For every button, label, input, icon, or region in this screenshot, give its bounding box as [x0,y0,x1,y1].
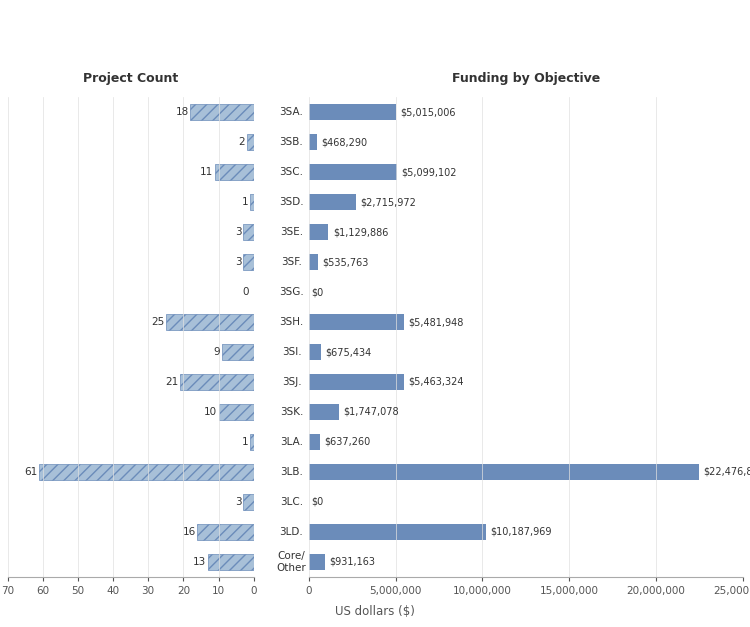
Bar [309,404,339,420]
Text: $1,129,886: $1,129,886 [333,227,388,237]
Text: 2: 2 [238,137,245,147]
Text: Question 3 - Risk Factors: Question 3 - Risk Factors [302,37,448,50]
Text: 21: 21 [165,377,178,387]
Bar [309,194,356,210]
Text: 3SE.: 3SE. [280,227,303,237]
Text: 3SI.: 3SI. [282,347,302,357]
Text: 3LA.: 3LA. [280,437,303,447]
Bar [208,554,254,570]
Text: 3SB.: 3SB. [280,137,304,147]
Text: $931,163: $931,163 [329,557,375,567]
Text: $637,260: $637,260 [324,437,370,447]
Bar [309,344,320,361]
Text: $5,463,324: $5,463,324 [408,377,464,387]
Bar [197,524,254,540]
Text: 18: 18 [176,107,189,117]
Text: $468,290: $468,290 [321,137,368,147]
Text: 3LD.: 3LD. [280,527,304,537]
Text: 3SD.: 3SD. [279,197,304,207]
Bar [218,404,254,420]
Text: 3SA.: 3SA. [280,107,304,117]
Bar [39,464,254,480]
Text: Number of Projects: 197: Number of Projects: 197 [294,78,456,92]
Bar [215,164,254,181]
Text: $5,099,102: $5,099,102 [402,167,457,177]
Bar [309,134,317,150]
Text: $5,481,948: $5,481,948 [408,317,464,327]
Text: $535,763: $535,763 [322,257,369,267]
Bar [309,524,485,540]
Bar [309,434,320,450]
Text: 3: 3 [235,257,242,267]
Bar [309,254,318,270]
Bar [309,104,396,120]
Text: $2,715,972: $2,715,972 [360,197,416,207]
Bar [309,224,328,240]
Bar [190,104,254,120]
Bar [309,314,404,330]
Text: 3SH.: 3SH. [280,317,304,327]
Text: 3SJ.: 3SJ. [282,377,302,387]
Text: 3SG.: 3SG. [279,287,304,297]
Bar [251,434,254,450]
Text: $675,434: $675,434 [325,347,371,357]
Text: $5,015,006: $5,015,006 [400,107,456,117]
Bar [247,134,254,150]
Bar [243,254,254,270]
Text: Core/
Other: Core/ Other [277,551,307,572]
Text: 3: 3 [235,497,242,507]
Text: 3SK.: 3SK. [280,407,303,417]
Text: 16: 16 [182,527,196,537]
Text: 0: 0 [242,287,248,297]
Text: 9: 9 [214,347,220,357]
Text: 3SC.: 3SC. [280,167,304,177]
Bar [243,224,254,240]
Bar [309,374,404,390]
Bar [222,344,254,361]
Text: $22,476,837: $22,476,837 [703,467,750,477]
Bar [251,194,254,210]
Bar [309,554,325,570]
Text: 25: 25 [151,317,164,327]
Bar [309,164,398,181]
Text: $1,747,078: $1,747,078 [344,407,399,417]
Text: 2015: 2015 [352,14,398,33]
Bar [243,493,254,510]
Text: 13: 13 [193,557,206,567]
Text: 1: 1 [242,197,248,207]
Bar [180,374,254,390]
Text: 3: 3 [235,227,242,237]
Text: 1: 1 [242,437,248,447]
Text: $0: $0 [311,287,323,297]
Text: $0: $0 [311,497,323,507]
Bar [166,314,254,330]
Text: Total Funding: $62,565,031: Total Funding: $62,565,031 [284,58,466,71]
Text: Funding by Objective: Funding by Objective [452,72,600,85]
Text: 10: 10 [204,407,217,417]
Text: 3SF.: 3SF. [281,257,302,267]
Text: 3LC.: 3LC. [280,497,303,507]
Text: US dollars ($): US dollars ($) [335,604,415,618]
Bar [309,464,699,480]
Text: 11: 11 [200,167,213,177]
Text: $10,187,969: $10,187,969 [490,527,551,537]
Text: 3LB.: 3LB. [280,467,303,477]
Text: Project Count: Project Count [83,72,178,85]
Text: 61: 61 [24,467,38,477]
